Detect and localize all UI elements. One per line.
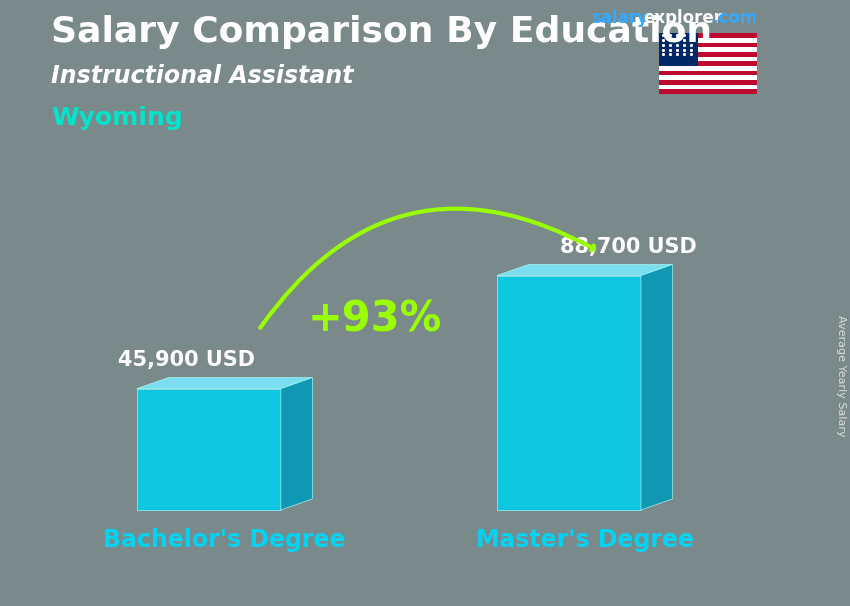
Text: salary: salary xyxy=(591,9,648,27)
Bar xyxy=(659,89,756,94)
Text: Bachelor's Degree: Bachelor's Degree xyxy=(104,528,346,552)
Bar xyxy=(659,80,756,85)
Text: Wyoming: Wyoming xyxy=(51,106,183,130)
Text: 45,900 USD: 45,900 USD xyxy=(118,350,255,370)
Bar xyxy=(659,52,756,56)
Bar xyxy=(659,71,756,75)
Bar xyxy=(659,75,756,80)
Bar xyxy=(659,38,756,42)
Polygon shape xyxy=(497,276,641,510)
Bar xyxy=(659,66,756,71)
Polygon shape xyxy=(641,264,672,510)
Bar xyxy=(659,47,756,52)
Polygon shape xyxy=(137,388,280,510)
Text: Salary Comparison By Education: Salary Comparison By Education xyxy=(51,15,712,49)
Text: Master's Degree: Master's Degree xyxy=(476,528,694,552)
Text: Average Yearly Salary: Average Yearly Salary xyxy=(836,315,846,436)
Polygon shape xyxy=(497,264,672,276)
Bar xyxy=(659,61,756,66)
Text: explorer: explorer xyxy=(643,9,722,27)
Bar xyxy=(659,56,756,61)
Bar xyxy=(659,85,756,89)
Text: 88,700 USD: 88,700 USD xyxy=(560,236,697,256)
Text: +93%: +93% xyxy=(308,299,442,341)
Text: .com: .com xyxy=(712,9,757,27)
FancyArrowPatch shape xyxy=(260,208,594,328)
Bar xyxy=(659,33,698,66)
Bar xyxy=(659,33,756,38)
Polygon shape xyxy=(137,378,313,388)
Polygon shape xyxy=(280,378,313,510)
Text: Instructional Assistant: Instructional Assistant xyxy=(51,64,354,88)
Bar xyxy=(659,42,756,47)
